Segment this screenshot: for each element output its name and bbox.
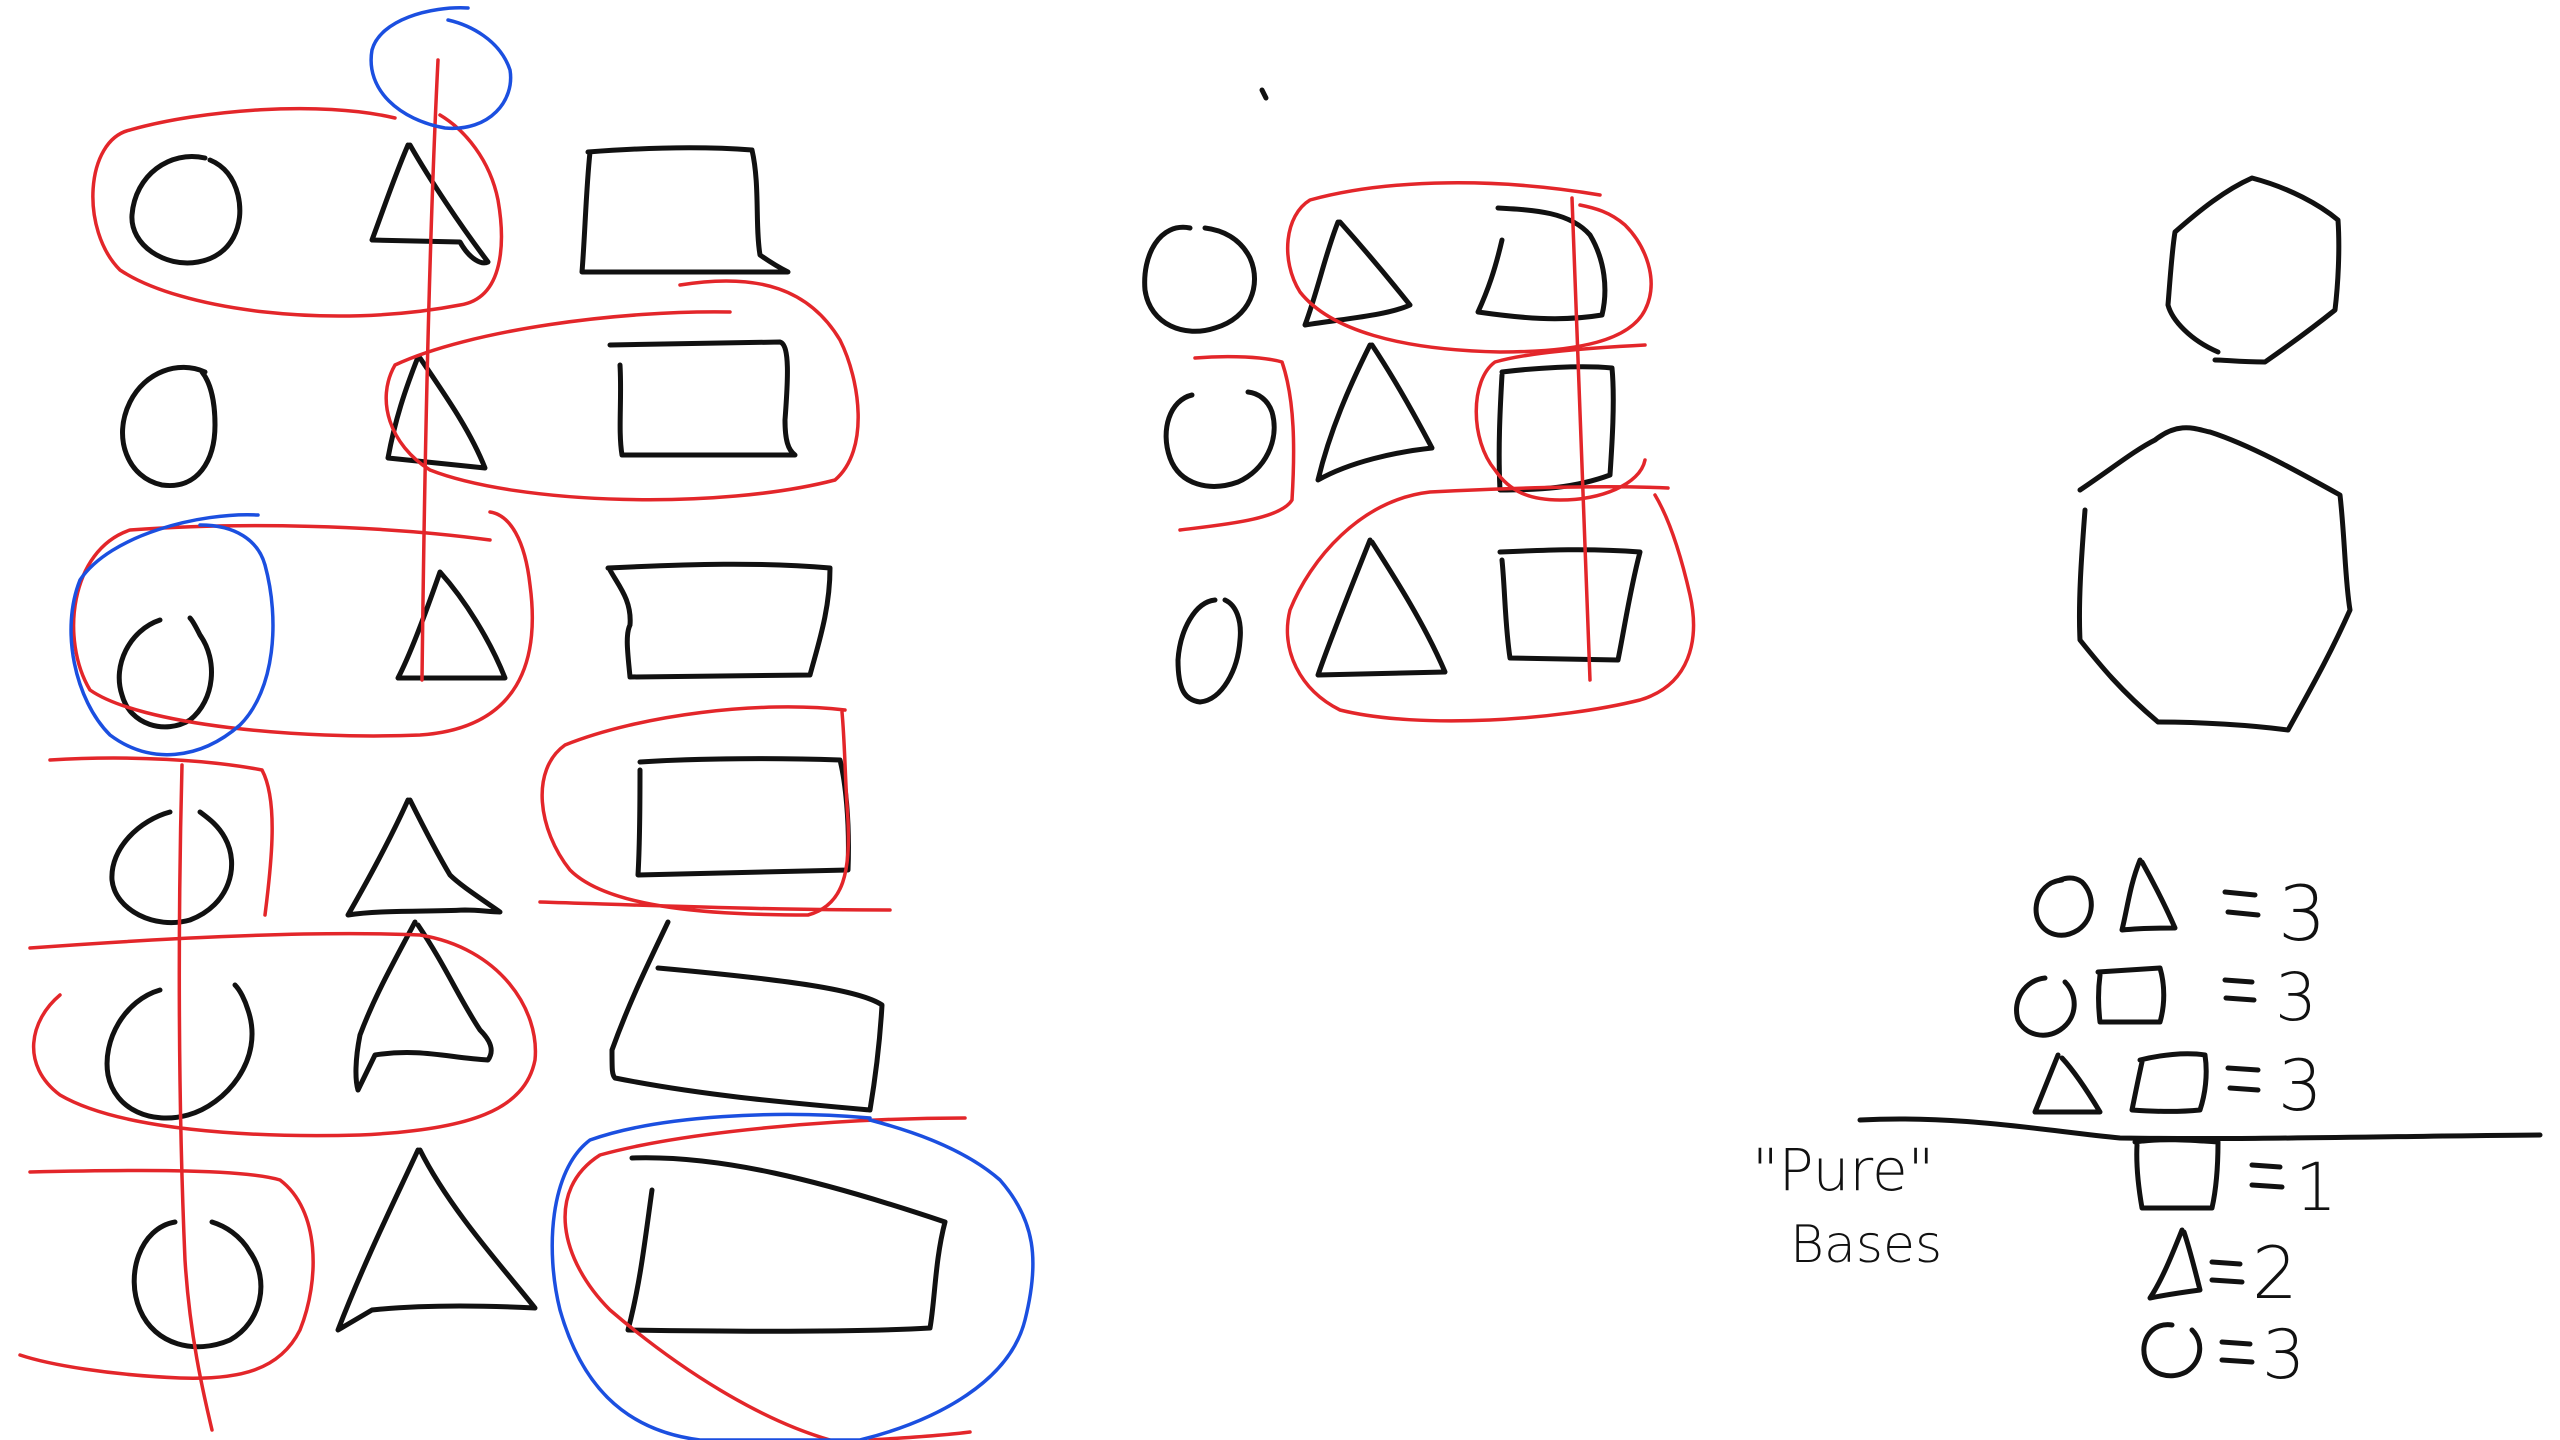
- legend-pair-value: 3: [2275, 959, 2317, 1036]
- red-loop: [1286, 181, 1653, 354]
- pairs-legend: 3 3 3 "Pure" Bases 1 2 3: [1752, 857, 2543, 1395]
- square-shape: [1497, 547, 1643, 663]
- red-loop: [563, 1116, 967, 1440]
- square-shape: [635, 756, 851, 878]
- legend-triangle-shape: [2147, 1227, 2203, 1301]
- circle-shape: [129, 154, 243, 266]
- triangle-shape: [369, 142, 491, 266]
- red-loop: [28, 931, 538, 1138]
- red-loop: [71, 510, 534, 738]
- legend-square-shape: [2132, 1137, 2221, 1211]
- legend-pair-value: 3: [2278, 869, 2326, 958]
- blue-loop: [550, 1112, 1035, 1440]
- triangle-shape: [1302, 219, 1413, 328]
- circle-shape: [104, 982, 255, 1121]
- hexagon-shape: [2165, 175, 2342, 365]
- circle-shape: [131, 1219, 264, 1350]
- legend-equals-sign: [2219, 1339, 2255, 1365]
- triangle-shape: [385, 354, 488, 471]
- legend-square-shape: [2129, 1051, 2209, 1114]
- red-hline: [48, 756, 274, 917]
- pure-divider-line: [1857, 1116, 2543, 1142]
- circle-shape: [120, 365, 218, 489]
- legend-equals-sign: [2225, 1065, 2261, 1093]
- legend-equals-sign: [2249, 1162, 2285, 1190]
- left-red-groupings: [18, 58, 972, 1440]
- left-shape-grid: [104, 142, 948, 1350]
- red-vline: [420, 58, 440, 682]
- square-shape: [1496, 364, 1616, 493]
- red-loop: [1474, 343, 1647, 502]
- square-shape: [625, 1155, 948, 1334]
- triangle-shape: [345, 797, 503, 918]
- circle-shape: [1163, 389, 1277, 489]
- triangle-shape: [335, 1147, 538, 1333]
- legend-pure-value: 2: [2252, 1231, 2298, 1315]
- square-shape: [607, 339, 798, 458]
- pure-label: "Pure": [1752, 1136, 1934, 1204]
- red-hline: [1178, 354, 1296, 532]
- legend-pure-value: 1: [2295, 1149, 2337, 1226]
- triangle-shape: [1315, 537, 1448, 678]
- square-shape: [605, 561, 833, 680]
- circle-shape: [1175, 597, 1243, 705]
- bases-label: Bases: [1790, 1215, 1942, 1275]
- heptagon-shape: [2076, 425, 2353, 733]
- legend-equals-sign: [2222, 889, 2261, 918]
- legend-square-shape: [2095, 965, 2167, 1025]
- dot-mark: [1259, 87, 1269, 101]
- legend-circle-shape: [2014, 975, 2077, 1038]
- square-shape: [579, 145, 791, 275]
- polygon-shapes: [2076, 175, 2353, 733]
- red-vline: [1570, 196, 1592, 682]
- circle-shape: [116, 615, 214, 730]
- red-loop: [540, 705, 851, 917]
- legend-triangle-shape: [2119, 857, 2178, 933]
- legend-circle-shape: [2033, 875, 2094, 938]
- legend-pure-value: 3: [2262, 1316, 2305, 1395]
- red-loop: [868, 1430, 972, 1440]
- middle-shape-grid: [1142, 87, 1643, 705]
- red-loop: [384, 279, 860, 502]
- square-shape: [609, 919, 885, 1113]
- blue-loop: [369, 6, 513, 130]
- triangle-shape: [1315, 342, 1435, 483]
- left-blue-groupings: [69, 6, 1035, 1440]
- red-vline: [177, 763, 214, 1432]
- red-hline: [538, 900, 892, 912]
- red-loop: [18, 1168, 315, 1380]
- red-loop: [91, 106, 504, 318]
- circle-shape: [1142, 224, 1257, 334]
- blue-loop: [69, 512, 275, 757]
- red-loop: [1285, 485, 1696, 723]
- legend-equals-sign: [2222, 977, 2257, 1003]
- legend-equals-sign: [2209, 1259, 2245, 1285]
- circle-shape: [109, 809, 235, 926]
- legend-circle-shape: [2141, 1322, 2203, 1379]
- triangle-shape: [395, 569, 508, 681]
- middle-red-groupings: [1178, 181, 1696, 723]
- triangle-shape: [353, 919, 494, 1093]
- legend-pair-value: 3: [2278, 1045, 2323, 1127]
- legend-triangle-shape: [2032, 1052, 2103, 1115]
- square-shape: [1475, 205, 1608, 322]
